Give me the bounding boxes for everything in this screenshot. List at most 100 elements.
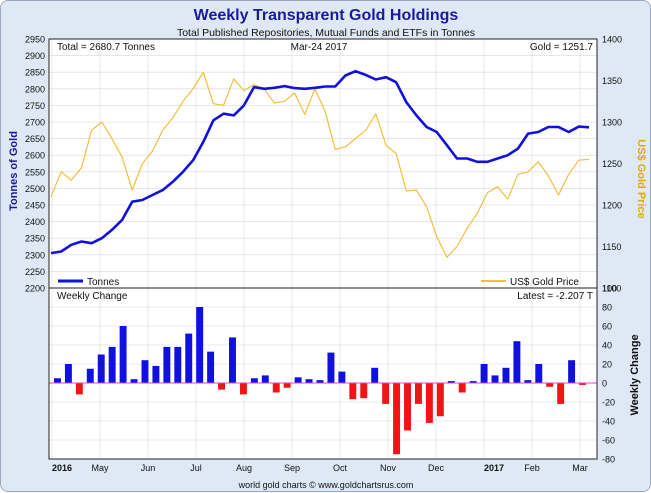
weekly-change-title: Weekly Change	[57, 291, 128, 302]
weekly-change-bar	[272, 383, 280, 393]
chart-subtitle: Total Published Repositories, Mutual Fun…	[177, 27, 475, 39]
weekly-change-axis-label: Weekly Change	[629, 334, 641, 415]
left-tick-label: 2600	[25, 151, 45, 161]
weekly-change-bar	[86, 368, 94, 383]
weekly-change-bar	[141, 360, 149, 383]
left-tick-label: 2650	[25, 134, 45, 144]
weekly-change-bar	[436, 383, 444, 417]
weekly-change-bar	[108, 346, 116, 383]
change-panel-border	[48, 287, 598, 460]
weekly-change-bar	[316, 380, 324, 383]
weekly-change-bar	[305, 379, 313, 383]
change-tick-label: -60	[602, 436, 615, 446]
date-annotation: Mar-24 2017	[291, 42, 348, 53]
change-tick-label: 20	[602, 360, 612, 370]
weekly-change-bar	[404, 383, 411, 431]
weekly-change-bar	[283, 383, 291, 388]
weekly-change-bar	[239, 383, 247, 395]
x-tick-label: Nov	[380, 463, 397, 473]
right-tick-label: 1200	[602, 201, 622, 211]
change-tick-label: -40	[602, 417, 615, 427]
weekly-change-bar	[294, 377, 302, 383]
change-tick-label: -20	[602, 398, 615, 408]
weekly-change-bar	[371, 367, 379, 383]
weekly-change-bar	[261, 375, 269, 383]
weekly-change-bar	[163, 346, 171, 383]
change-tick-label: 40	[602, 341, 612, 351]
left-tick-label: 2200	[25, 284, 45, 294]
weekly-change-bar	[458, 383, 466, 393]
weekly-change-bar	[447, 381, 455, 383]
left-tick-label: 2850	[25, 68, 45, 78]
weekly-change-bar	[491, 375, 499, 383]
weekly-change-bar	[393, 383, 401, 455]
weekly-change-bar	[75, 383, 83, 395]
change-tick-label: 60	[602, 322, 612, 332]
weekly-change-bar	[152, 365, 160, 383]
weekly-change-bar	[130, 379, 138, 383]
weekly-change-bar	[557, 383, 565, 404]
change-tick-label: 100	[602, 284, 617, 294]
weekly-change-bar	[502, 367, 510, 383]
left-tick-label: 2500	[25, 184, 45, 194]
x-tick-label: Mar	[572, 463, 588, 473]
legend-gold-price: US$ Gold Price	[481, 277, 579, 288]
weekly-change-bar	[513, 341, 521, 383]
weekly-change-bar	[382, 383, 390, 404]
weekly-change-bar	[535, 364, 543, 383]
weekly-change-bar	[469, 381, 477, 383]
weekly-change-bar	[568, 360, 576, 383]
chart-title: Weekly Transparent Gold Holdings	[194, 7, 459, 24]
left-tick-label: 2450	[25, 201, 45, 211]
left-tick-label: 2950	[25, 35, 45, 45]
weekly-change-bar	[207, 351, 215, 383]
footer-credit: world gold charts © www.goldchartsrus.co…	[238, 480, 414, 490]
left-tick-label: 2900	[25, 51, 45, 61]
total-annotation: Total = 2680.7 Tonnes	[57, 42, 155, 53]
left-tick-label: 2350	[25, 234, 45, 244]
weekly-change-bar	[327, 352, 335, 383]
weekly-change-bar	[218, 383, 226, 390]
left-tick-label: 2700	[25, 118, 45, 128]
left-tick-label: 2550	[25, 167, 45, 177]
legend-tonnes-label: Tonnes	[87, 277, 119, 288]
change-tick-label: 0	[602, 379, 607, 389]
x-tick-label: Feb	[524, 463, 540, 473]
left-tick-label: 2250	[25, 267, 45, 277]
weekly-change-bar	[414, 383, 422, 404]
weekly-change-bar	[480, 364, 488, 383]
weekly-change-bar	[64, 364, 72, 383]
weekly-change-bar	[250, 378, 258, 383]
right-tick-label: 1250	[602, 159, 622, 169]
change-tick-label: 80	[602, 303, 612, 313]
right-tick-label: 1350	[602, 76, 622, 86]
weekly-change-bar	[196, 307, 204, 383]
weekly-change-bar	[97, 354, 105, 383]
left-tick-label: 2400	[25, 217, 45, 227]
x-tick-label: Oct	[333, 463, 348, 473]
weekly-change-bar	[54, 378, 61, 383]
right-tick-label: 1300	[602, 118, 622, 128]
left-tick-label: 2750	[25, 101, 45, 111]
weekly-change-bar	[174, 346, 182, 383]
weekly-change-bar	[425, 383, 433, 423]
change-tick-label: -80	[602, 455, 615, 465]
right-tick-label: 1400	[602, 35, 622, 45]
right-tick-label: 1100	[602, 284, 621, 294]
weekly-change-bar	[524, 380, 532, 383]
weekly-change-bar	[349, 383, 357, 400]
x-tick-label: Sep	[284, 463, 300, 473]
weekly-change-bar	[229, 337, 236, 383]
price-panel	[49, 39, 597, 288]
weekly-change-bar	[119, 326, 127, 383]
x-tick-label: 2017	[484, 463, 504, 473]
left-tick-label: 2300	[25, 250, 45, 260]
gold-annotation: Gold = 1251.7	[530, 42, 594, 53]
left-axis-label: Tonnes of Gold	[8, 131, 20, 211]
right-axis-label: US$ Gold Price	[635, 139, 647, 218]
x-tick-label: May	[91, 463, 109, 473]
legend-tonnes: Tonnes	[58, 277, 119, 288]
weekly-change-bar	[579, 383, 586, 385]
